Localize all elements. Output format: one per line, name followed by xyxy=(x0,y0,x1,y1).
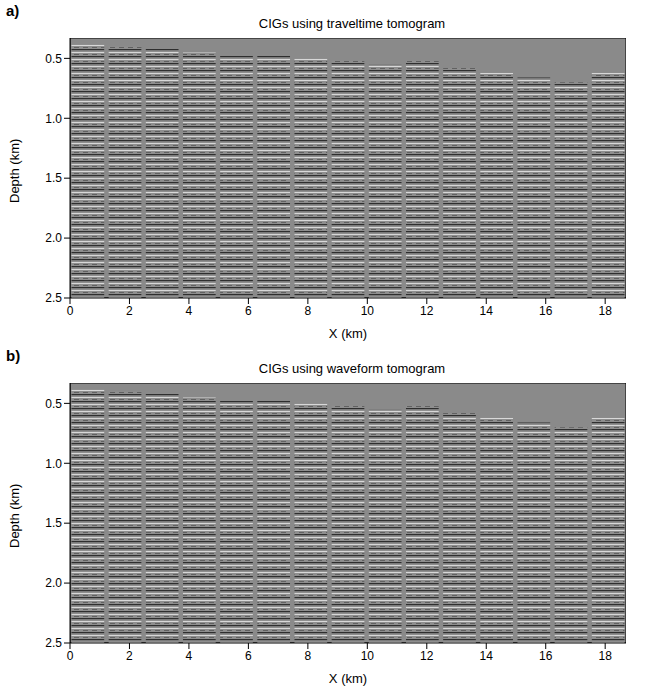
svg-text:2.0: 2.0 xyxy=(45,231,62,245)
svg-text:0.5: 0.5 xyxy=(45,52,62,66)
svg-text:6: 6 xyxy=(245,649,252,663)
svg-text:Depth (km): Depth (km) xyxy=(7,484,22,548)
svg-text:16: 16 xyxy=(539,304,553,318)
svg-text:0: 0 xyxy=(67,649,74,663)
svg-text:2: 2 xyxy=(126,649,133,663)
svg-text:14: 14 xyxy=(480,304,494,318)
svg-text:0: 0 xyxy=(67,304,74,318)
svg-text:10: 10 xyxy=(361,649,375,663)
svg-text:2.0: 2.0 xyxy=(45,576,62,590)
svg-text:1.0: 1.0 xyxy=(45,457,62,471)
svg-text:14: 14 xyxy=(480,649,494,663)
svg-text:0.5: 0.5 xyxy=(45,397,62,411)
svg-text:1.5: 1.5 xyxy=(45,516,62,530)
svg-text:16: 16 xyxy=(539,649,553,663)
svg-text:8: 8 xyxy=(305,649,312,663)
svg-text:8: 8 xyxy=(305,304,312,318)
svg-text:4: 4 xyxy=(186,304,193,318)
svg-text:18: 18 xyxy=(599,304,613,318)
svg-text:4: 4 xyxy=(186,649,193,663)
html-text:b): b) xyxy=(6,347,21,364)
html-text:CIGs using traveltime tomogram: CIGs using traveltime tomogram xyxy=(258,16,446,31)
svg-text:2: 2 xyxy=(126,304,133,318)
svg-text:18: 18 xyxy=(599,649,613,663)
svg-text:10: 10 xyxy=(361,304,375,318)
svg-text:X (km): X (km) xyxy=(329,671,367,686)
svg-text:Depth (km): Depth (km) xyxy=(7,139,22,203)
svg-text:6: 6 xyxy=(245,304,252,318)
svg-text:2.5: 2.5 xyxy=(45,291,62,305)
svg-text:1.0: 1.0 xyxy=(45,112,62,126)
html-text:CIGs using waveform tomogram: CIGs using waveform tomogram xyxy=(258,361,446,376)
svg-text:12: 12 xyxy=(420,649,434,663)
svg-text:X (km): X (km) xyxy=(329,326,367,341)
html-text:a): a) xyxy=(6,2,20,19)
svg-text:1.5: 1.5 xyxy=(45,171,62,185)
svg-text:12: 12 xyxy=(420,304,434,318)
svg-text:2.5: 2.5 xyxy=(45,636,62,650)
